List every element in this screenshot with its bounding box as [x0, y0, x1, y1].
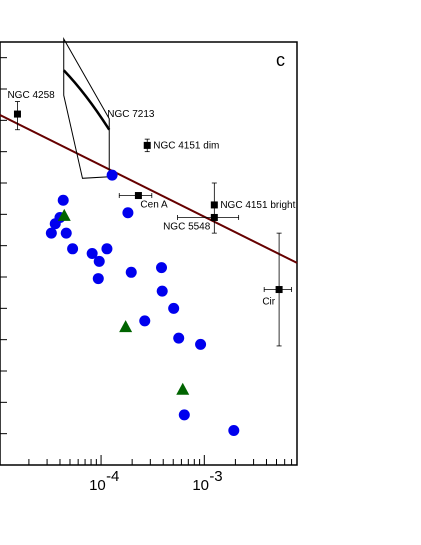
x-tick-label-exponent: -3	[209, 468, 222, 485]
labelled-point	[210, 201, 218, 209]
blue-circle-point	[45, 227, 57, 239]
blue-circle-point	[139, 315, 151, 327]
point-label: NGC 4151 bright	[220, 200, 295, 211]
point-label: NGC 4151 dim	[153, 140, 219, 151]
y-ticks	[0, 57, 7, 435]
labelled-point-series	[13, 101, 292, 347]
green-triangle-point	[176, 382, 190, 395]
blue-circle-point	[228, 425, 240, 437]
blue-circle-point	[67, 243, 79, 255]
bowtie-outline	[63, 36, 110, 179]
blue-circle-point	[57, 194, 69, 206]
x-tick-label-exponent: -4	[106, 468, 119, 485]
labelled-point	[134, 192, 142, 200]
labelled-point	[210, 213, 218, 221]
blue-circle-point	[101, 243, 113, 255]
point-label: Cen A	[140, 200, 168, 211]
blue-circle-point	[156, 285, 168, 297]
blue-circle-point	[106, 169, 118, 181]
x-tick-label: 10	[192, 477, 209, 494]
point-label: Cir	[262, 297, 275, 308]
fit-line-layer	[0, 114, 298, 264]
blue-circle-point	[60, 227, 72, 239]
green-triangle-point	[119, 320, 133, 333]
bowtie-best-fit	[62, 69, 111, 131]
labelled-point	[143, 141, 151, 149]
x-tick-label: 10	[89, 477, 106, 494]
blue-circle-point	[86, 248, 98, 259]
labelled-point	[275, 286, 283, 294]
blue-circle-point	[173, 332, 185, 344]
bowtie-layer	[62, 36, 111, 179]
plot-frame	[0, 41, 298, 466]
fit-line	[0, 114, 298, 264]
blue-circle-point	[156, 262, 168, 274]
panel-label: c	[276, 50, 285, 70]
x-tick-labels: 10-410-3	[89, 468, 223, 494]
blue-circle-point	[125, 266, 137, 278]
point-labels: NGC 7213 NGC 4258 NGC 4151 dim Cen A NGC 415…	[7, 90, 295, 307]
green-triangle-point	[57, 208, 71, 221]
bowtie-label: NGC 7213	[107, 109, 155, 120]
point-label: NGC 4258	[7, 90, 55, 101]
blue-circle-point	[92, 273, 104, 285]
labelled-point	[13, 110, 21, 118]
x-ticks	[28, 455, 293, 465]
blue-circle-point	[93, 255, 105, 267]
blue-circle-point	[49, 218, 61, 230]
point-label: NGC 5548	[163, 221, 211, 232]
blue-circle-point	[195, 338, 207, 350]
blue-circle-point	[122, 207, 134, 219]
blue-circle-point	[168, 302, 180, 314]
green-triangle-series	[57, 208, 190, 395]
blue-circle-point	[178, 409, 190, 421]
